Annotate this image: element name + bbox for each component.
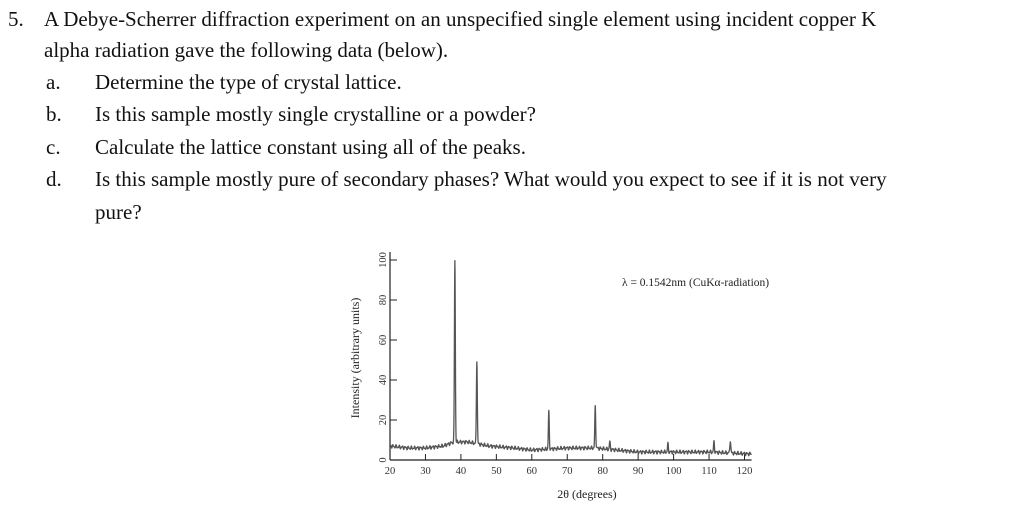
x-tick-label: 60: [527, 466, 538, 477]
item-a-text: Determine the type of crystal lattice.: [95, 70, 402, 94]
x-tick-label: 90: [633, 466, 644, 477]
item-c-text: Calculate the lattice constant using all…: [95, 135, 526, 159]
problem-number: 5.: [8, 7, 24, 31]
x-tick-label: 110: [701, 466, 716, 477]
y-tick-label: 100: [378, 252, 389, 268]
wavelength-annotation: λ = 0.1542nm (CuKα-radiation): [622, 277, 769, 289]
y-tick-label: 0: [378, 457, 389, 462]
y-tick-label: 40: [378, 375, 389, 386]
item-c-label: c.: [46, 135, 61, 159]
x-tick-label: 120: [737, 466, 753, 477]
x-axis-label: 2θ (degrees): [557, 487, 616, 501]
x-tick-label: 100: [666, 466, 682, 477]
xrd-figure: 0 20 40 60 80 100 20 30 40 50 60 70 80 90 100 110 120 In…: [340, 240, 820, 510]
x-tick-label: 70: [562, 466, 573, 477]
problem-stem-line-1: A Debye-Scherrer diffraction experiment …: [44, 7, 877, 31]
y-tick-label: 20: [378, 415, 389, 426]
y-tick-label: 60: [378, 335, 389, 346]
item-a-label: a.: [46, 70, 61, 94]
y-tick-label: 80: [378, 295, 389, 306]
item-d-label: d.: [46, 167, 62, 191]
item-d-text: Is this sample mostly pure of secondary …: [95, 167, 887, 191]
x-tick-label: 30: [420, 466, 431, 477]
x-tick-label: 80: [597, 466, 608, 477]
chart-axes: [389, 252, 752, 461]
item-d-text-continued: pure?: [95, 200, 142, 224]
item-b-text: Is this sample mostly single crystalline…: [95, 102, 536, 126]
item-b-label: b.: [46, 102, 62, 126]
chart-ticks: 0 20 40 60 80 100 20 30 40 50 60 70 80 90 100 110 120: [378, 252, 752, 477]
x-tick-label: 40: [456, 466, 467, 477]
x-tick-label: 50: [491, 466, 502, 477]
problem-stem-line-2: alpha radiation gave the following data …: [44, 38, 449, 62]
diffraction-pattern-line: [389, 259, 753, 457]
x-tick-label: 20: [385, 466, 396, 477]
y-axis-label: Intensity (arbitrary units): [348, 298, 362, 419]
xrd-chart: 0 20 40 60 80 100 20 30 40 50 60 70 80 90 100 110 120 In…: [348, 252, 769, 501]
